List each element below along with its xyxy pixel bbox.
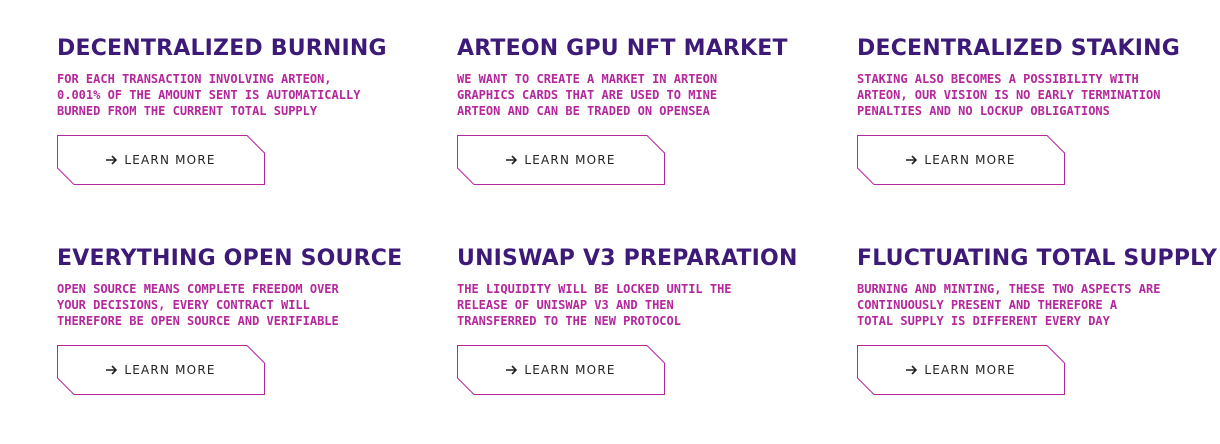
feature-card-fluctuating-supply: FLUCTUATING TOTAL SUPPLY BURNING AND MIN… xyxy=(857,246,1218,395)
feature-title: UNISWAP V3 PREPARATION xyxy=(457,246,798,271)
learn-more-button[interactable]: LEARN MORE xyxy=(857,345,1065,395)
button-label: LEARN MORE xyxy=(924,153,1016,167)
feature-description: BURNING AND MINTING, THESE TWO ASPECTS A… xyxy=(857,282,1161,328)
button-label: LEARN MORE xyxy=(124,153,216,167)
button-frame xyxy=(57,135,265,185)
arrow-right-icon xyxy=(906,155,918,165)
feature-title: DECENTRALIZED BURNING xyxy=(57,36,387,61)
button-frame xyxy=(857,345,1065,395)
feature-card-gpu-nft-market: ARTEON GPU NFT MARKET WE WANT TO CREATE … xyxy=(457,36,817,185)
feature-title: EVERYTHING OPEN SOURCE xyxy=(57,246,403,271)
feature-description: THE LIQUIDITY WILL BE LOCKED UNTIL THE R… xyxy=(457,282,732,328)
feature-card-decentralized-staking: DECENTRALIZED STAKING STAKING ALSO BECOM… xyxy=(857,36,1217,185)
learn-more-button[interactable]: LEARN MORE xyxy=(57,345,265,395)
feature-card-open-source: EVERYTHING OPEN SOURCE OPEN SOURCE MEANS… xyxy=(57,246,417,395)
arrow-right-icon xyxy=(106,365,118,375)
button-label: LEARN MORE xyxy=(524,153,616,167)
learn-more-button[interactable]: LEARN MORE xyxy=(457,135,665,185)
feature-description: WE WANT TO CREATE A MARKET IN ARTEON GRA… xyxy=(457,72,718,118)
feature-title: DECENTRALIZED STAKING xyxy=(857,36,1181,61)
arrow-right-icon xyxy=(106,155,118,165)
arrow-right-icon xyxy=(506,365,518,375)
learn-more-button[interactable]: LEARN MORE xyxy=(457,345,665,395)
learn-more-button[interactable]: LEARN MORE xyxy=(857,135,1065,185)
feature-description: FOR EACH TRANSACTION INVOLVING ARTEON, 0… xyxy=(57,72,361,118)
button-label: LEARN MORE xyxy=(124,363,216,377)
arrow-right-icon xyxy=(906,365,918,375)
feature-description: OPEN SOURCE MEANS COMPLETE FREEDOM OVER … xyxy=(57,282,339,328)
feature-card-decentralized-burning: DECENTRALIZED BURNING FOR EACH TRANSACTI… xyxy=(57,36,417,185)
arrow-right-icon xyxy=(506,155,518,165)
learn-more-button[interactable]: LEARN MORE xyxy=(57,135,265,185)
button-frame xyxy=(57,345,265,395)
feature-title: ARTEON GPU NFT MARKET xyxy=(457,36,788,61)
button-label: LEARN MORE xyxy=(524,363,616,377)
button-frame xyxy=(457,135,665,185)
feature-description: STAKING ALSO BECOMES A POSSIBILITY WITH … xyxy=(857,72,1161,118)
feature-card-uniswap-v3: UNISWAP V3 PREPARATION THE LIQUIDITY WIL… xyxy=(457,246,817,395)
button-label: LEARN MORE xyxy=(924,363,1016,377)
feature-title: FLUCTUATING TOTAL SUPPLY xyxy=(857,246,1218,271)
button-frame xyxy=(457,345,665,395)
button-frame xyxy=(857,135,1065,185)
